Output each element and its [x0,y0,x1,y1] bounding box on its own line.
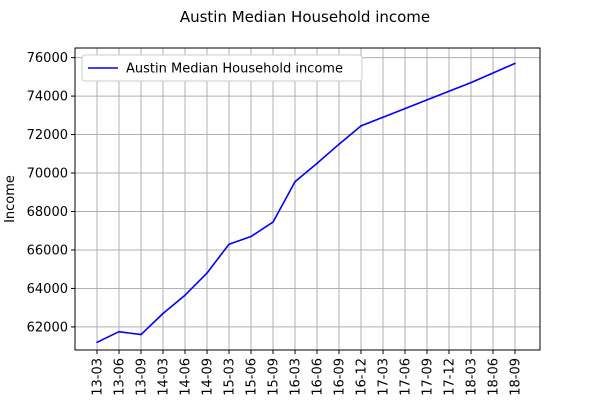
data-point [382,116,384,119]
data-point [96,341,98,344]
data-point [316,162,318,165]
x-tick-label: 15-03 [223,358,238,396]
data-point [272,221,274,223]
data-point [184,294,186,296]
data-point [206,272,208,274]
y-tick-label: 74000 [27,90,68,105]
y-tick-label: 64000 [27,282,68,297]
x-tick-label: 14-06 [179,358,194,396]
data-point [426,99,428,101]
data-point [470,81,472,84]
x-tick-label: 13-06 [113,358,128,396]
x-tick-label: 18-09 [509,358,524,396]
data-point [360,125,362,127]
x-tick-label: 14-09 [201,358,216,396]
y-tick-label: 68000 [27,205,68,220]
legend-box [81,54,363,82]
data-point [338,143,340,145]
x-axis: 13-03 13-06 13-09 14-03 14-06 14-09 15-03 15-06… [91,350,524,396]
data-point [404,107,406,110]
plot-area [74,47,541,351]
data-point [118,330,120,333]
x-tick-label: 17-09 [421,358,436,396]
y-axis-label: Income [3,175,18,223]
data-point [492,72,494,74]
data-point [448,90,450,93]
y-tick-label: 66000 [27,243,68,258]
y-tick-label: 72000 [27,128,68,143]
chart-title: Austin Median Household income [180,8,430,26]
x-tick-label: 16-03 [289,358,304,396]
x-tick-label: 18-03 [465,358,480,396]
x-tick-label: 14-03 [157,358,172,396]
legend-label: Austin Median Household income [126,62,343,77]
grid [75,48,540,350]
x-tick-label: 15-09 [267,358,282,396]
x-tick-label: 16-12 [355,358,370,396]
x-tick-label: 16-09 [333,358,348,396]
x-tick-label: 16-06 [311,358,326,396]
x-tick-label: 13-09 [135,358,150,396]
y-axis: 62000 64000 66000 68000 70000 72000 74000 76000 [27,51,75,335]
x-tick-label: 17-12 [443,358,458,396]
x-tick-label: 18-06 [487,358,502,396]
data-point [514,62,516,65]
data-point [228,243,230,246]
data-point [140,333,142,336]
legend: Austin Median Household income [81,54,363,82]
data-point [162,312,164,315]
data-point [250,235,252,238]
y-tick-label: 62000 [27,320,68,335]
series-line [96,62,516,344]
x-tick-label: 17-06 [399,358,414,396]
series-layer [96,62,516,344]
y-tick-label: 70000 [27,167,68,182]
x-tick-label: 15-06 [245,358,260,396]
x-tick-label: 17-03 [377,358,392,396]
data-point [294,180,296,183]
x-tick-label: 13-03 [91,358,106,396]
y-tick-label: 76000 [27,51,68,66]
